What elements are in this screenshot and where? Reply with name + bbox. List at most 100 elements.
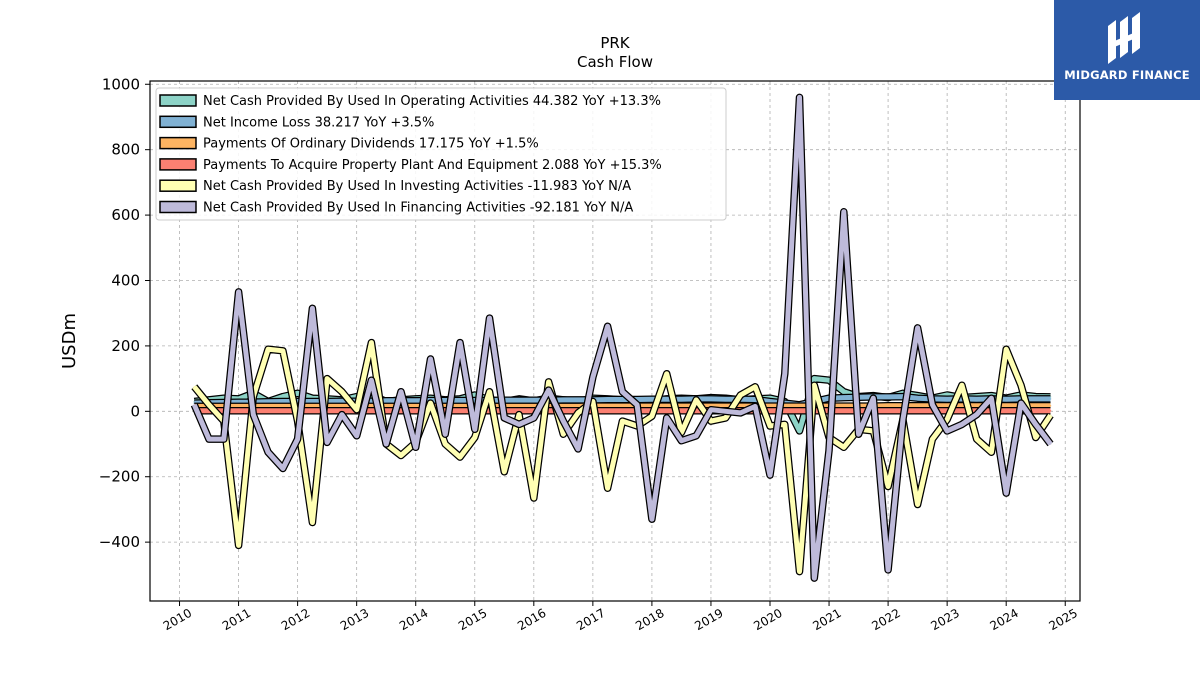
data-point bbox=[798, 96, 801, 99]
data-point bbox=[739, 405, 742, 407]
data-point bbox=[621, 405, 624, 407]
x-tick-label: 2020 bbox=[751, 606, 784, 633]
legend-swatch bbox=[159, 158, 197, 171]
data-point bbox=[355, 408, 358, 411]
data-point bbox=[1049, 405, 1052, 407]
data-point bbox=[267, 451, 269, 454]
data-point bbox=[533, 417, 535, 419]
data-point bbox=[400, 409, 402, 412]
data-point bbox=[237, 544, 240, 547]
data-point bbox=[444, 399, 447, 402]
data-point bbox=[370, 409, 373, 412]
data-point bbox=[754, 386, 756, 388]
data-point bbox=[784, 405, 786, 407]
data-point bbox=[400, 390, 402, 393]
data-point bbox=[1049, 443, 1052, 445]
data-point bbox=[784, 372, 786, 375]
y-tick-label: −200 bbox=[99, 468, 140, 486]
x-tick-label: 2015 bbox=[456, 606, 489, 633]
data-point bbox=[370, 405, 373, 408]
data-point bbox=[931, 438, 934, 440]
data-point bbox=[518, 399, 520, 402]
logo-text: MIDGARD FINANCE bbox=[1064, 68, 1190, 82]
x-tick-label: 2011 bbox=[220, 606, 253, 633]
data-point bbox=[282, 395, 284, 398]
legend: Net Cash Provided By Used In Operating A… bbox=[155, 87, 727, 221]
data-point bbox=[385, 400, 388, 402]
x-tick-label: 2018 bbox=[633, 606, 666, 633]
data-point bbox=[562, 433, 565, 436]
data-point bbox=[946, 430, 948, 432]
data-point bbox=[237, 405, 240, 408]
data-point bbox=[562, 399, 565, 401]
legend-label: Payments Of Ordinary Dividends 17.175 Yo… bbox=[203, 137, 539, 152]
x-tick-label: 2022 bbox=[869, 606, 902, 633]
data-point bbox=[385, 409, 388, 412]
data-point bbox=[488, 390, 491, 393]
data-point bbox=[577, 448, 579, 450]
data-point bbox=[474, 394, 476, 396]
data-point bbox=[518, 405, 520, 408]
data-point bbox=[267, 409, 269, 412]
data-point bbox=[547, 389, 550, 391]
data-point bbox=[429, 402, 432, 404]
y-axis: 1000 800 600 400 200 0 −200 −400 bbox=[99, 75, 150, 551]
data-point bbox=[621, 390, 624, 393]
data-point bbox=[414, 400, 417, 402]
data-point bbox=[843, 446, 845, 449]
data-point bbox=[680, 398, 683, 401]
data-point bbox=[621, 398, 624, 401]
data-point bbox=[1005, 348, 1007, 351]
data-point bbox=[680, 405, 683, 407]
data-point bbox=[739, 394, 742, 396]
legend-label: Net Cash Provided By Used In Investing A… bbox=[203, 179, 631, 194]
data-point bbox=[724, 410, 727, 413]
data-point bbox=[503, 471, 506, 473]
data-point bbox=[680, 409, 683, 412]
data-point bbox=[931, 404, 934, 406]
data-point bbox=[296, 438, 299, 440]
data-point bbox=[444, 443, 447, 445]
data-point bbox=[946, 405, 948, 407]
series-lines bbox=[190, 93, 1054, 582]
y-tick-label: 1000 bbox=[102, 75, 140, 93]
data-point bbox=[414, 446, 417, 449]
data-point bbox=[916, 405, 919, 407]
data-point bbox=[1020, 402, 1022, 404]
data-point bbox=[798, 405, 801, 407]
data-point bbox=[798, 570, 801, 573]
chart-title: PRK bbox=[600, 34, 630, 52]
data-point bbox=[370, 341, 373, 344]
data-point bbox=[961, 384, 963, 387]
data-point bbox=[887, 569, 889, 571]
data-point bbox=[296, 392, 299, 395]
data-point bbox=[1034, 405, 1037, 407]
data-point bbox=[769, 409, 771, 412]
data-point bbox=[311, 521, 314, 524]
data-point bbox=[414, 405, 417, 408]
data-point bbox=[710, 408, 712, 411]
data-point bbox=[843, 405, 845, 407]
data-point bbox=[474, 436, 476, 439]
data-point bbox=[429, 358, 432, 360]
data-point bbox=[916, 327, 919, 329]
data-point bbox=[651, 518, 653, 520]
data-point bbox=[267, 405, 269, 408]
data-point bbox=[887, 485, 889, 488]
data-point bbox=[916, 409, 919, 412]
data-point bbox=[414, 409, 417, 412]
data-point bbox=[621, 420, 624, 422]
data-point bbox=[562, 409, 565, 412]
data-point bbox=[400, 454, 402, 457]
data-point bbox=[193, 404, 196, 406]
data-point bbox=[828, 379, 830, 382]
data-point bbox=[577, 399, 579, 401]
data-point bbox=[665, 417, 668, 419]
legend-label: Net Income Loss 38.217 YoY +3.5% bbox=[203, 115, 434, 130]
data-point bbox=[961, 405, 963, 407]
data-point bbox=[857, 433, 860, 436]
data-point bbox=[533, 497, 535, 499]
legend-swatch bbox=[159, 200, 197, 214]
data-point bbox=[887, 396, 889, 398]
data-point bbox=[355, 435, 358, 437]
